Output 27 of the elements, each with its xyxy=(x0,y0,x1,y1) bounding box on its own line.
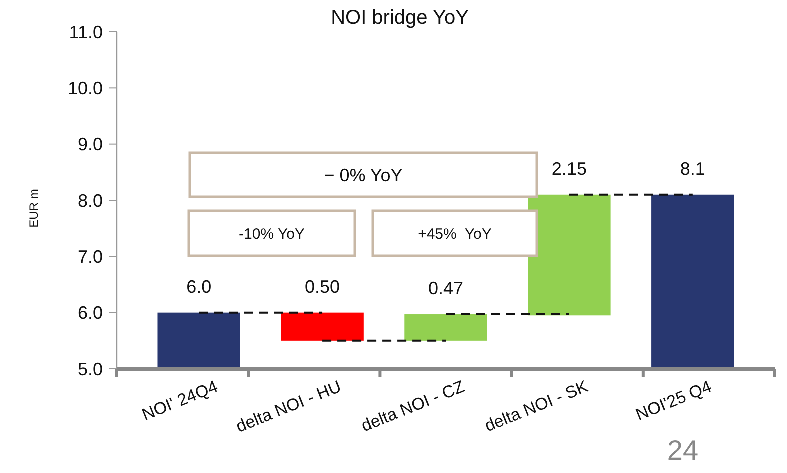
data-label: 0.50 xyxy=(305,276,340,297)
x-tick-label: delta NOI - HU xyxy=(234,377,344,436)
data-label: 2.15 xyxy=(552,158,587,179)
bar xyxy=(652,194,734,369)
y-tick-label: 6.0 xyxy=(78,303,103,324)
data-label: 0.47 xyxy=(428,278,464,299)
data-label: 6.0 xyxy=(186,276,212,297)
x-tick-label: delta NOI - SK xyxy=(482,376,592,436)
text: 24 xyxy=(667,435,699,466)
x-tick-label: NOI' 24Q4 xyxy=(140,377,221,425)
y-tick-label: 7.0 xyxy=(78,246,103,267)
bar xyxy=(404,314,488,341)
y-tick-label: 8.0 xyxy=(78,190,103,211)
annotation: -10% YoY xyxy=(239,226,305,243)
bar xyxy=(528,194,611,316)
annotation: − 0% YoY xyxy=(324,165,403,186)
annotation: +45% YoY xyxy=(418,226,492,243)
y-tick-label: 10.0 xyxy=(68,78,103,98)
y-tick-label: 5.0 xyxy=(78,359,103,380)
chart-title: NOI bridge YoY xyxy=(331,7,469,29)
y-tick-label: 11.0 xyxy=(69,22,103,42)
data-label: 8.1 xyxy=(680,158,706,179)
y-tick-label: 9.0 xyxy=(78,134,103,155)
y-axis-title: EUR m xyxy=(27,189,41,228)
bar xyxy=(158,312,240,369)
x-tick-label: delta NOI - CZ xyxy=(358,377,468,436)
bar xyxy=(281,312,364,341)
